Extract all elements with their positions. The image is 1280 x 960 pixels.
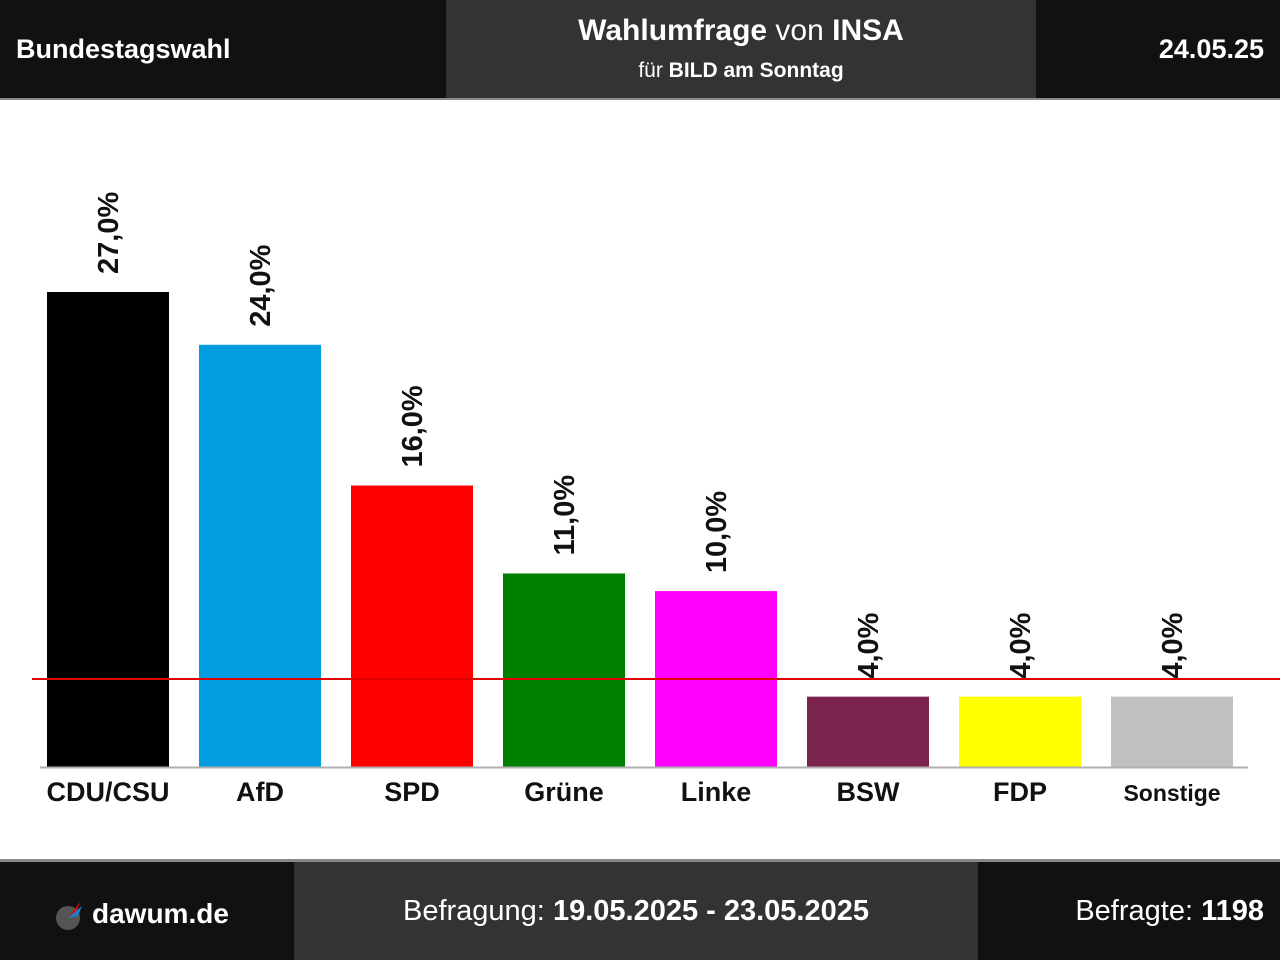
survey-period-label: Befragung: — [402, 895, 553, 927]
election-name: Bundestagswahl — [16, 34, 231, 64]
value-label-gr-ne: 11,0% — [549, 475, 581, 556]
poll-title-connector: von — [767, 14, 833, 47]
header-divider — [0, 98, 1280, 100]
bar-bsw — [807, 696, 929, 767]
value-label-spd: 16,0% — [397, 385, 429, 467]
bar-spd — [351, 485, 473, 767]
value-label-sonstige: 4,0% — [1157, 612, 1189, 678]
poll-client-prefix: für — [638, 59, 669, 82]
poll-bar-chart: 27,0% CDU/CSU 24,0% AfD 16,0% SPD 11,0% Grüne 10… — [32, 192, 1280, 807]
category-label-fdp: FDP — [993, 777, 1047, 807]
category-label-cdu-csu: CDU/CSU — [46, 777, 169, 807]
header-center-panel — [446, 0, 1036, 98]
poll-date: 24.05.25 — [1158, 34, 1264, 64]
category-label-afd: AfD — [236, 777, 284, 807]
value-label-linke: 10,0% — [701, 491, 733, 573]
poll-institute: INSA — [832, 14, 904, 47]
value-label-afd: 24,0% — [245, 244, 277, 326]
respondent-count: Befragte: 1198 — [1075, 895, 1264, 928]
category-label-linke: Linke — [681, 777, 752, 807]
survey-period: Befragung: 19.05.2025 - 23.05.2025 — [294, 895, 978, 928]
category-label-sonstige: Sonstige — [1123, 780, 1220, 806]
category-label-spd: SPD — [384, 777, 440, 807]
respondent-count-value: 1198 — [1201, 895, 1264, 927]
category-label-gr-ne: Grüne — [524, 777, 604, 807]
respondent-count-label: Befragte: — [1075, 895, 1202, 927]
bar-fdp — [959, 696, 1081, 767]
poll-client: BILD am Sonntag — [668, 59, 844, 82]
bar-sonstige — [1111, 696, 1233, 767]
footer-divider — [0, 859, 1280, 862]
bar-gr-ne — [503, 573, 625, 767]
poll-title-label: Wahlumfrage — [578, 14, 768, 47]
dawum-logo-icon — [56, 902, 82, 930]
value-label-fdp: 4,0% — [1005, 612, 1037, 678]
bar-afd — [199, 344, 321, 767]
footer-center-panel — [294, 862, 978, 960]
value-label-cdu-csu: 27,0% — [93, 192, 125, 274]
bar-cdu-csu — [47, 292, 169, 767]
survey-period-value: 19.05.2025 - 23.05.2025 — [552, 895, 869, 927]
brand-name[interactable]: dawum.de — [92, 898, 229, 929]
poll-subtitle: für BILD am Sonntag — [446, 59, 1036, 83]
value-label-bsw: 4,0% — [853, 612, 885, 678]
poll-title: Wahlumfrage von INSA — [446, 14, 1036, 48]
category-label-bsw: BSW — [837, 777, 901, 807]
